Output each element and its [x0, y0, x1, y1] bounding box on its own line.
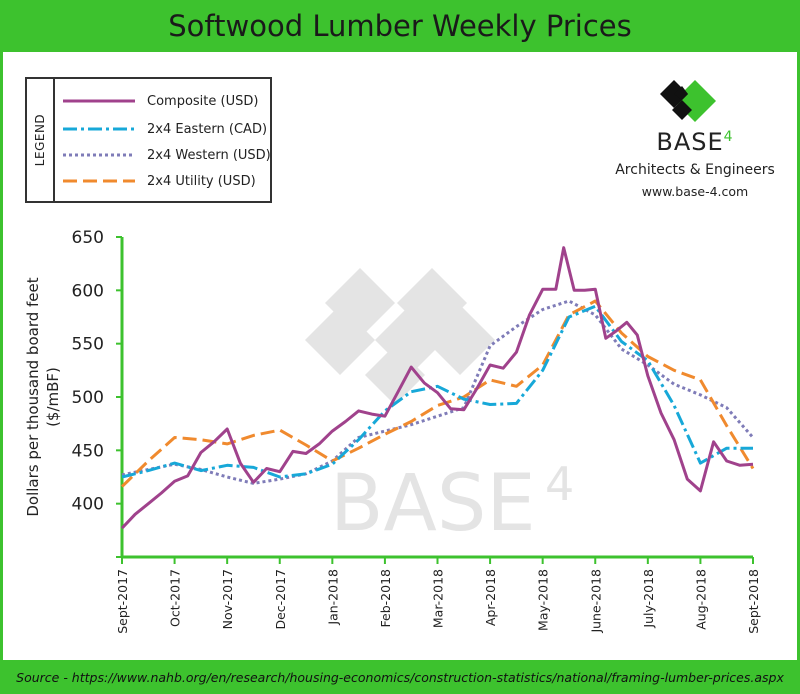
- page-title: Softwood Lumber Weekly Prices: [168, 9, 632, 43]
- watermark-shape: [425, 305, 495, 375]
- legend-item-utility: 2x4 Utility (USD): [63, 171, 256, 191]
- y-tick-label: 400: [72, 495, 104, 515]
- x-tick-label: Jan-2018: [325, 569, 340, 626]
- y-tick-label: 650: [72, 228, 104, 248]
- y-axis-label: Dollars per thousand board feet: [24, 277, 42, 516]
- legend-label: 2x4 Utility (USD): [147, 173, 256, 189]
- legend-swatch-eastern: [63, 127, 135, 131]
- legend-title: LEGEND: [33, 113, 47, 167]
- y-axis-label-unit: ($/mBF): [44, 367, 62, 427]
- x-tick-label: Sept-2017: [115, 569, 130, 634]
- legend-label: 2x4 Eastern (CAD): [147, 121, 268, 137]
- y-tick-label: 450: [72, 441, 104, 461]
- series-line-2x4-utility-usd: [120, 299, 755, 488]
- watermark-shape: [305, 305, 375, 375]
- footer-bar: Source - https://www.nahb.org/en/researc…: [0, 660, 800, 694]
- x-tick-label: Sept-2018: [746, 569, 761, 634]
- y-tick-label: 600: [72, 281, 104, 301]
- x-tick-label: Aug-2018: [693, 569, 708, 630]
- chart-axes: 400 450 500 550 600 650 Sept-2017 Oct-2017 Nov-2…: [24, 228, 761, 634]
- watermark: BASE 4: [305, 268, 574, 549]
- legend-label: Composite (USD): [147, 93, 259, 109]
- series-line-composite-usd: [120, 246, 754, 530]
- x-tick-label: Feb-2018: [378, 569, 393, 628]
- x-tick-label: Apr-2018: [483, 569, 498, 626]
- title-bar: Softwood Lumber Weekly Prices: [0, 0, 800, 52]
- series-line-2x4-western-usd: [121, 299, 755, 485]
- legend-item-eastern: 2x4 Eastern (CAD): [63, 119, 267, 139]
- x-tick-label: Dec-2017: [273, 569, 288, 630]
- legend-swatch-utility: [63, 179, 135, 183]
- watermark-shape: [365, 345, 425, 405]
- brand-name: BASE4: [656, 128, 734, 156]
- legend-item-western: 2x4 Western (USD): [63, 145, 271, 165]
- legend: LEGEND Composite (USD) 2x4 Eastern (CAD)…: [25, 77, 272, 203]
- legend-tab: LEGEND: [27, 79, 55, 201]
- source-text: Source - https://www.nahb.org/en/researc…: [16, 669, 784, 685]
- x-tick-label: May-2018: [536, 569, 551, 631]
- brand-block: BASE4 Architects & Engineers www.base-4.…: [610, 80, 780, 199]
- x-tick-label: July-2018: [641, 569, 656, 629]
- base4-logo-icon: [660, 80, 716, 122]
- legend-item-composite: Composite (USD): [63, 91, 258, 111]
- watermark-text: BASE: [330, 459, 536, 549]
- x-tick-label: June-2018: [588, 569, 603, 634]
- chart-frame: [0, 52, 800, 660]
- y-tick-label: 550: [72, 335, 104, 355]
- legend-label: 2x4 Western (USD): [147, 147, 271, 163]
- series-line-2x4-eastern-cad: [121, 304, 753, 479]
- y-tick-label: 500: [72, 388, 104, 408]
- x-tick-label: Mar-2018: [431, 569, 446, 628]
- legend-swatch-composite: [63, 99, 135, 103]
- brand-url: www.base-4.com: [641, 184, 749, 199]
- x-tick-label: Nov-2017: [220, 569, 235, 629]
- series-layer: [120, 246, 755, 530]
- watermark-sup: 4: [545, 457, 574, 511]
- legend-swatch-western: [63, 153, 135, 157]
- brand-subtitle: Architects & Engineers: [615, 162, 775, 178]
- x-tick-label: Oct-2017: [168, 569, 183, 627]
